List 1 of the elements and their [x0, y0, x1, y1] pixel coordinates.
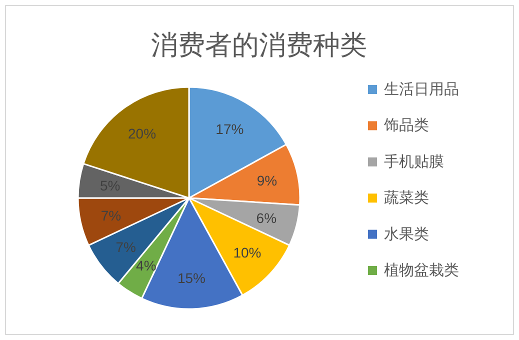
title: 消费者的消费种类	[151, 30, 367, 60]
